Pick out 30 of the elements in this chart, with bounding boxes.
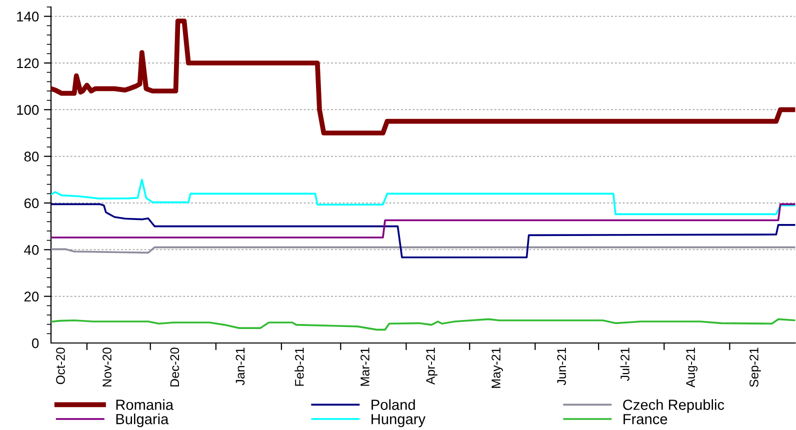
x-tick-label: Nov-20 <box>102 348 112 386</box>
x-tick-label: Aug-21 <box>686 348 698 388</box>
x-tick-label: Feb-21 <box>294 348 304 386</box>
x-tick-label: Jan-21 <box>236 348 245 386</box>
legend-label: Czech Republic <box>623 399 724 413</box>
x-tick-label: Mar-21 <box>360 348 370 386</box>
line-series <box>51 18 796 136</box>
line-series <box>51 203 796 258</box>
x-tick-label: Dec-20 <box>170 348 180 386</box>
x-tick-label: May-21 <box>492 348 503 388</box>
legend-label: Poland <box>372 399 415 410</box>
line-series <box>51 178 796 216</box>
y-tick-label: 40 <box>24 245 39 255</box>
legend-label: France <box>624 414 668 424</box>
y-tick-label: 80 <box>24 152 39 162</box>
y-tick-label: 120 <box>17 58 39 68</box>
x-tick-label: Sep-21 <box>750 348 761 387</box>
legend-label: Romania <box>116 399 174 410</box>
legend-label: Hungary <box>372 414 426 428</box>
legend-label: Bulgaria <box>116 414 169 428</box>
x-tick-label: Apr-21 <box>426 348 438 385</box>
x-tick-label: Jul-21 <box>620 348 630 382</box>
y-tick-label: 20 <box>24 292 39 302</box>
y-tick-label: 60 <box>24 198 39 208</box>
x-tick-label: Oct-20 <box>56 348 65 384</box>
line-series <box>51 318 796 331</box>
x-tick-label: Jun-21 <box>557 348 566 386</box>
y-tick-label: 0 <box>32 338 39 348</box>
y-tick-label: 140 <box>17 12 39 22</box>
y-tick-label: 100 <box>17 105 39 115</box>
